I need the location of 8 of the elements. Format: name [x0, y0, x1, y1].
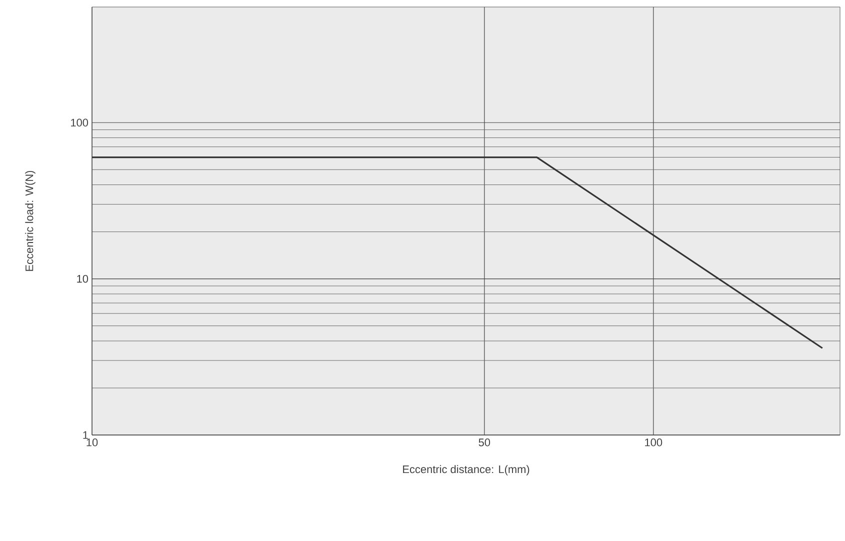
- x-tick-label: 50: [478, 438, 490, 446]
- x-tick-label: 100: [645, 438, 662, 446]
- y-tick-label: 1: [83, 431, 88, 439]
- y-tick-label: 10: [77, 274, 88, 283]
- x-tick-label: 10: [86, 438, 98, 446]
- y-tick-label: 100: [71, 118, 88, 127]
- y-axis-title: Eccentric load: W(N): [25, 170, 36, 271]
- x-axis-title: Eccentric distance: L(mm): [403, 465, 530, 476]
